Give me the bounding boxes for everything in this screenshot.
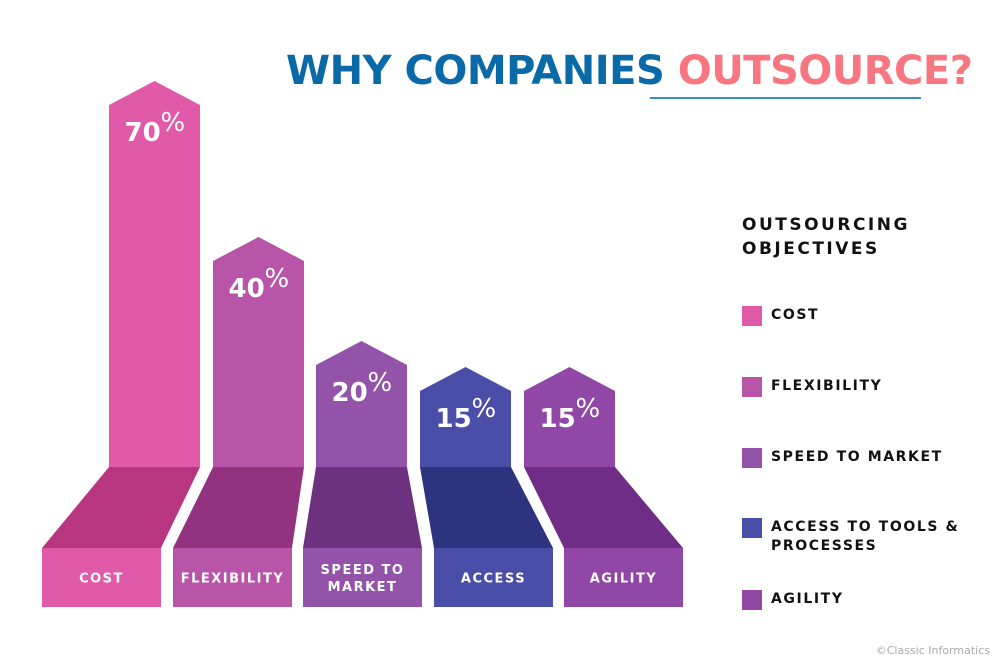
category-label: COST xyxy=(79,572,124,587)
value-unit: % xyxy=(265,264,290,294)
title-part-2: OUTSOURCE? xyxy=(677,48,973,94)
legend-item-speed: SPEED TO MARKET xyxy=(742,448,981,468)
value-unit: % xyxy=(472,394,497,424)
bar-base-front xyxy=(173,548,292,607)
bar xyxy=(109,81,200,467)
title-underline xyxy=(650,97,921,99)
legend-item-flexibility: FLEXIBILITY xyxy=(742,377,981,397)
value-label: 15 xyxy=(540,404,576,434)
legend-label: ACCESS TO TOOLS & PROCESSES xyxy=(771,519,960,554)
bar-floor xyxy=(42,467,200,548)
category-label: FLEXIBILITY xyxy=(181,572,285,587)
legend-swatch xyxy=(742,518,762,538)
legend-title: OUTSOURCING OBJECTIVES xyxy=(742,213,910,261)
legend-item-access: ACCESS TO TOOLS & PROCESSES xyxy=(742,518,981,556)
legend-title-line-1: OUTSOURCING xyxy=(742,215,910,235)
bar xyxy=(524,367,615,467)
legend-item-cost: COST xyxy=(742,306,981,326)
bar-floor xyxy=(420,467,553,548)
title-part-1: WHY COMPANIES xyxy=(286,48,665,94)
page-title: WHY COMPANIES OUTSOURCE? xyxy=(286,48,973,94)
legend-swatch xyxy=(742,590,762,610)
bar-base-front xyxy=(564,548,683,607)
credit: ©Classic Informatics xyxy=(875,644,990,657)
legend-swatch xyxy=(742,448,762,468)
value-label: 40 xyxy=(229,274,265,304)
value-unit: % xyxy=(576,394,601,424)
bar-chart: 70 % COST 40 % FLEXIBILITY 20 % SPEED TO MARKET 15… xyxy=(42,81,683,607)
value-label: 70 xyxy=(125,118,161,148)
legend-label: AGILITY xyxy=(771,591,844,607)
category-label: MARKET xyxy=(328,580,398,595)
bar xyxy=(420,367,511,467)
category-label: SPEED TO xyxy=(321,563,405,578)
legend-swatch xyxy=(742,306,762,326)
category-label: AGILITY xyxy=(590,572,657,587)
bar-base-front xyxy=(303,548,422,607)
value-unit: % xyxy=(368,368,393,398)
bar-base-front xyxy=(42,548,161,607)
legend-swatch xyxy=(742,377,762,397)
bar-base-front xyxy=(434,548,553,607)
legend-title-line-2: OBJECTIVES xyxy=(742,239,880,259)
bar-floor xyxy=(524,467,683,548)
bar xyxy=(213,237,304,467)
legend-label: COST xyxy=(771,307,820,323)
value-label: 15 xyxy=(436,404,472,434)
legend-label: SPEED TO MARKET xyxy=(771,449,943,465)
bar-floor xyxy=(303,467,422,548)
bar-floor xyxy=(173,467,304,548)
legend-item-agility: AGILITY xyxy=(742,590,981,610)
category-label: ACCESS xyxy=(461,572,526,587)
value-unit: % xyxy=(161,108,186,138)
legend-label: FLEXIBILITY xyxy=(771,378,883,394)
value-label: 20 xyxy=(332,378,368,408)
bar xyxy=(316,341,407,467)
